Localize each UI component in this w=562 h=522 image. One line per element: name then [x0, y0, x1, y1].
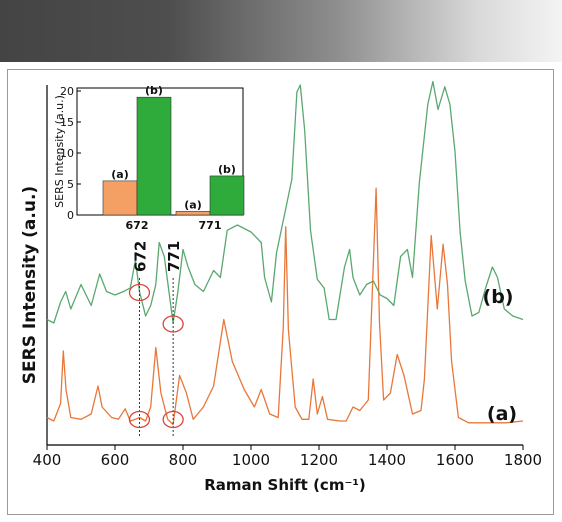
y-axis-title: SERS Intensity (a.u.)	[20, 186, 40, 384]
peak-annotations: 672 771	[128, 241, 184, 438]
inset-bar-label: (b)	[145, 84, 163, 97]
x-tick-label: 1200	[300, 451, 338, 469]
inset-bar-label: (b)	[218, 163, 236, 176]
inset-y-tick-label: 5	[67, 178, 74, 191]
inset-category-label: 771	[199, 219, 222, 232]
peak-circle-b	[128, 283, 151, 302]
x-tick-label: 1800	[504, 451, 542, 469]
inset-y-tick-label: 0	[67, 209, 74, 222]
x-tick-label: 1600	[436, 451, 474, 469]
main-series-group: (a) (b)	[46, 80, 524, 426]
inset-category-label: 672	[126, 219, 149, 232]
inset-bar-label: (a)	[184, 198, 201, 211]
peak-circle-b	[162, 315, 184, 333]
inset-bar-b-672	[136, 96, 172, 216]
peak-circle-a	[128, 410, 151, 429]
header-banner	[0, 0, 562, 62]
inset-bar-a-672	[102, 180, 138, 216]
x-tick-label: 600	[101, 451, 130, 469]
inset-y-tick-label: 15	[60, 116, 74, 129]
x-tick-label: 1400	[368, 451, 406, 469]
inset-y-tick-label: 20	[60, 85, 74, 98]
series-line-a	[46, 187, 524, 426]
figure-frame	[7, 69, 554, 515]
inset-bar-label: (a)	[111, 168, 128, 181]
inset-bar-a-771	[175, 210, 211, 216]
x-tick-label: 800	[169, 451, 198, 469]
series-label-b: (b)	[483, 286, 514, 308]
inset-bar-b-771	[209, 175, 245, 216]
series-label-a: (a)	[487, 403, 517, 425]
main-axes: 400 600 800 1000 1200 1400 1600 1800 Raman Shift…	[20, 85, 542, 494]
inset-y-axis-title: SERS Intensity (a.u.)	[53, 95, 66, 208]
x-tick-label: 1000	[232, 451, 270, 469]
x-axis-title: Raman Shift (cm⁻¹)	[204, 476, 366, 494]
peak-label: 672	[131, 241, 149, 272]
peak-circle-a	[162, 410, 184, 429]
x-tick-label: 400	[33, 451, 62, 469]
inset-y-tick-label: 10	[60, 147, 74, 160]
peak-label: 771	[165, 241, 183, 272]
series-line-b	[46, 80, 524, 324]
